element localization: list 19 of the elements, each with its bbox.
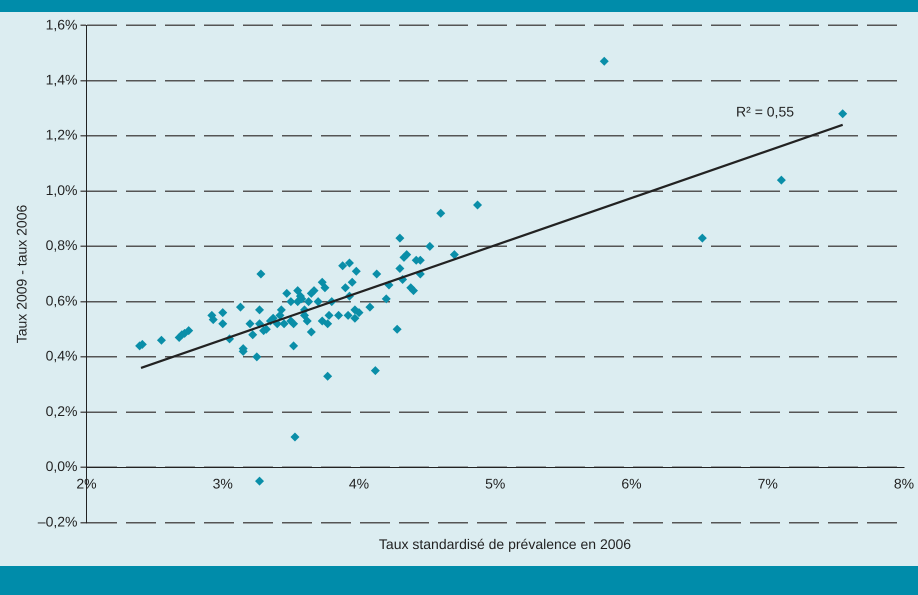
x-tick-label: 4%	[348, 476, 370, 492]
y-tick-label: 1,6%	[46, 16, 78, 32]
y-tick-label: 1,2%	[46, 126, 78, 143]
y-tick-label: 0,8%	[46, 237, 78, 254]
y-tick-label: –0,2%	[38, 513, 78, 530]
x-tick-label: 6%	[621, 476, 642, 492]
x-tick-label: 3%	[212, 476, 233, 492]
y-tick-label: 0,4%	[46, 348, 78, 364]
x-tick-label: 8%	[894, 476, 914, 492]
y-tick-label: 0,0%	[46, 458, 78, 474]
y-tick-label: 0,2%	[46, 402, 78, 419]
y-tick-label: 1,0%	[46, 182, 78, 198]
x-tick-label: 7%	[758, 476, 778, 492]
y-tick-label: 1,4%	[46, 72, 78, 88]
y-axis-title: Taux 2009 - taux 2006	[13, 204, 30, 344]
y-tick-label: 0,6%	[46, 292, 78, 308]
x-tick-label: 5%	[485, 476, 506, 492]
x-axis-title: Taux standardisé de prévalence en 2006	[378, 536, 632, 552]
annotation: R² = 0,55	[736, 104, 794, 120]
